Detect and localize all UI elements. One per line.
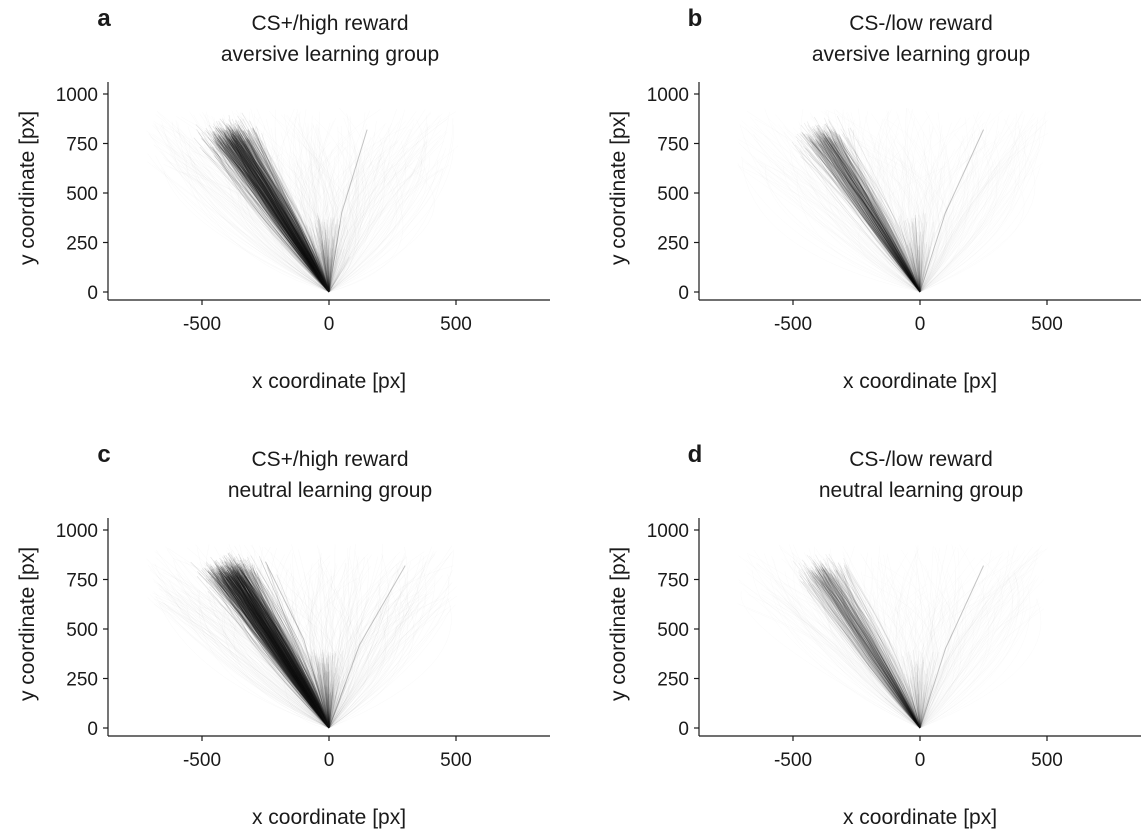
panel-letter: a [97,5,111,32]
panel-a: a CS+/high reward aversive learning group -… [16,5,550,393]
panel-d: d CS-/low reward neutral learning group -50… [607,441,1141,829]
x-tick-label: -500 [183,314,221,335]
y-tick-label: 500 [66,184,98,205]
y-tick-label: 0 [678,719,689,740]
trajectory-cloud [146,544,456,728]
x-axis-label: x coordinate [px] [252,806,406,829]
x-tick-label: 500 [1031,750,1063,771]
y-tick-label: 500 [657,620,689,641]
y-tick-label: 1000 [56,521,98,542]
y-tick-label: 0 [87,283,98,304]
y-axis-label: y coordinate [px] [16,111,39,265]
y-tick-label: 500 [657,184,689,205]
x-tick-label: 0 [915,314,926,335]
panel-letter: c [97,441,110,468]
y-tick-label: 250 [66,670,98,691]
trajectory-cloud [146,108,458,292]
panel-title-line2: neutral learning group [228,479,432,502]
panel-title-line1: CS-/low reward [849,448,993,471]
panel-title-line1: CS+/high reward [252,12,409,35]
trajectory-cloud [737,544,1048,728]
x-tick-label: 0 [915,750,926,771]
panel-c: c CS+/high reward neutral learning group -5… [16,441,550,829]
panel-title-line1: CS-/low reward [849,12,993,35]
y-tick-label: 750 [66,135,98,156]
x-tick-label: 0 [324,750,335,771]
x-axis-label: x coordinate [px] [843,806,997,829]
panel-title-line2: aversive learning group [812,43,1030,66]
x-tick-label: -500 [774,750,812,771]
x-tick-label: -500 [774,314,812,335]
y-tick-label: 750 [66,571,98,592]
y-tick-label: 250 [66,234,98,255]
y-tick-label: 0 [678,283,689,304]
y-tick-label: 750 [657,571,689,592]
panel-letter: d [688,441,703,468]
y-tick-label: 500 [66,620,98,641]
panel-title-line1: CS+/high reward [252,448,409,471]
x-tick-label: 500 [440,314,472,335]
y-tick-label: 0 [87,719,98,740]
y-tick-label: 250 [657,670,689,691]
x-axis-label: x coordinate [px] [252,370,406,393]
y-axis-label: y coordinate [px] [16,547,39,701]
x-tick-label: 500 [440,750,472,771]
y-tick-label: 1000 [56,85,98,106]
panel-letter: b [688,5,703,32]
panel-title-line2: neutral learning group [819,479,1023,502]
x-tick-label: -500 [183,750,221,771]
y-tick-label: 250 [657,234,689,255]
y-axis-label: y coordinate [px] [607,547,630,701]
x-tick-label: 0 [324,314,335,335]
y-axis-label: y coordinate [px] [607,111,630,265]
panel-title-line2: aversive learning group [221,43,439,66]
x-tick-label: 500 [1031,314,1063,335]
trajectory-cloud [737,108,1049,292]
y-tick-label: 1000 [647,85,689,106]
x-axis-label: x coordinate [px] [843,370,997,393]
y-tick-label: 1000 [647,521,689,542]
panel-b: b CS-/low reward aversive learning group -5… [607,5,1141,393]
y-tick-label: 750 [657,135,689,156]
